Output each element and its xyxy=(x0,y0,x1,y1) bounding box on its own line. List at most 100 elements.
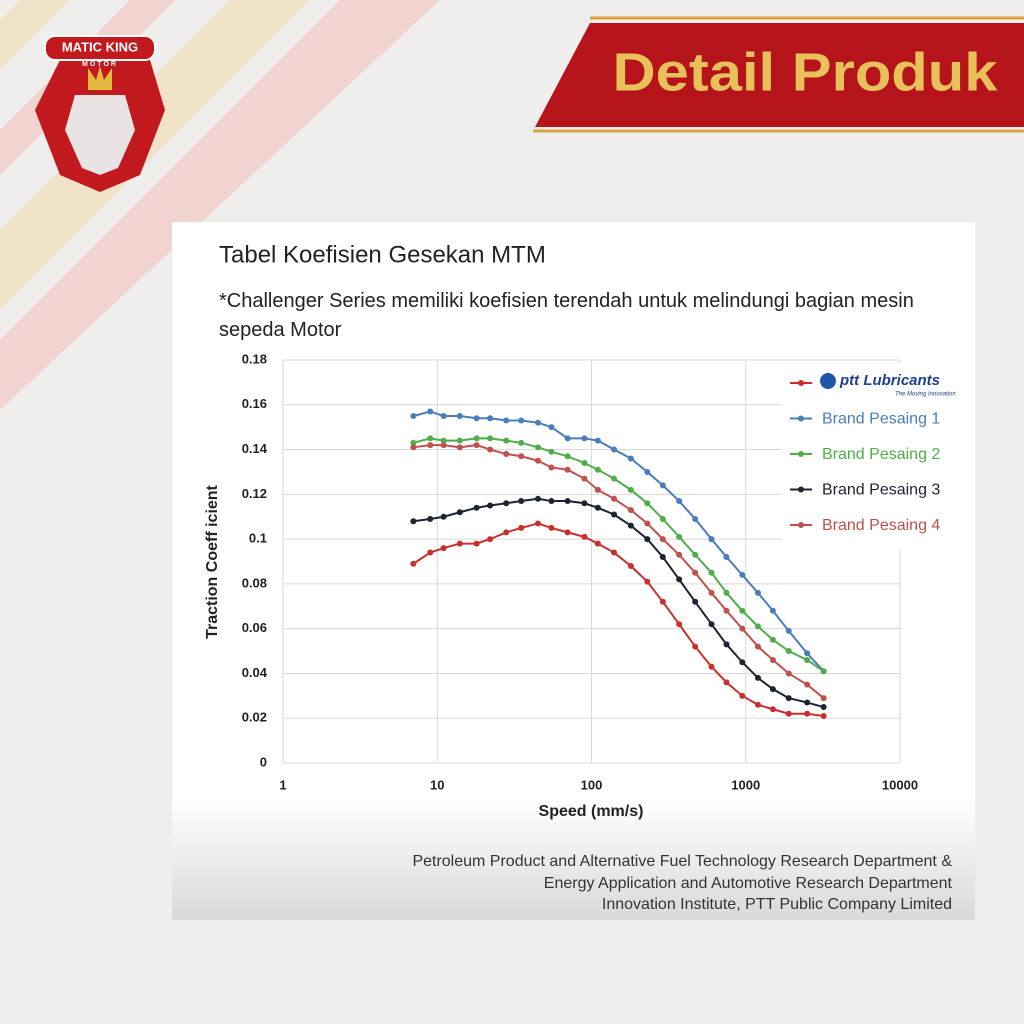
point xyxy=(692,569,699,576)
point xyxy=(427,435,434,442)
point xyxy=(644,500,651,507)
legend-logo xyxy=(820,373,836,389)
point xyxy=(708,589,715,596)
point xyxy=(456,437,463,444)
point xyxy=(804,657,811,664)
point xyxy=(518,453,525,460)
point xyxy=(581,475,588,482)
point xyxy=(659,598,666,605)
x-tick-label: 10000 xyxy=(882,777,918,792)
point xyxy=(692,643,699,650)
point xyxy=(473,540,480,547)
legend-label: Brand Pesaing 4 xyxy=(822,517,940,534)
point xyxy=(785,695,792,702)
point xyxy=(692,515,699,522)
point xyxy=(739,625,746,632)
point xyxy=(769,657,776,664)
point xyxy=(487,446,494,453)
point xyxy=(487,536,494,543)
legend-swatch-dot xyxy=(798,415,804,422)
point xyxy=(644,536,651,543)
x-tick-label: 100 xyxy=(581,777,603,792)
point xyxy=(564,498,571,505)
point xyxy=(739,571,746,578)
logo-banner xyxy=(44,35,156,61)
point xyxy=(535,520,542,527)
point xyxy=(410,412,417,419)
x-tick-label: 1 xyxy=(279,777,286,792)
y-tick-label: 0.04 xyxy=(242,665,268,680)
point xyxy=(676,498,683,505)
stripe xyxy=(0,0,70,70)
point xyxy=(440,412,447,419)
y-tick-label: 0.02 xyxy=(242,710,267,725)
point xyxy=(820,704,827,711)
legend-box xyxy=(782,363,964,549)
point xyxy=(785,670,792,677)
point xyxy=(503,437,510,444)
point xyxy=(456,444,463,451)
point xyxy=(692,551,699,558)
logo: MATIC KING MOTOR xyxy=(35,35,165,192)
legend-swatch-dot xyxy=(798,451,804,457)
point xyxy=(692,598,699,605)
point xyxy=(503,500,510,507)
point xyxy=(535,444,542,451)
point xyxy=(594,466,601,473)
point xyxy=(708,569,715,576)
point xyxy=(427,549,434,556)
point xyxy=(473,435,480,442)
point xyxy=(804,699,811,706)
point xyxy=(820,695,827,702)
legend-label: Brand Pesaing 1 xyxy=(822,411,940,428)
point xyxy=(611,475,618,482)
point xyxy=(659,515,666,522)
point xyxy=(804,681,811,688)
point xyxy=(627,455,634,462)
point xyxy=(708,663,715,670)
point xyxy=(548,464,555,471)
chart-title: Tabel Koefisien Gesekan MTM xyxy=(219,241,546,268)
y-tick-label: 0.12 xyxy=(242,486,267,501)
footer-line: Energy Application and Automotive Resear… xyxy=(544,875,953,892)
point xyxy=(564,466,571,473)
point xyxy=(581,533,588,540)
point xyxy=(611,446,618,453)
point xyxy=(723,589,730,596)
point xyxy=(518,498,525,505)
y-tick-label: 0.18 xyxy=(242,351,267,366)
point xyxy=(676,576,683,583)
point xyxy=(785,710,792,717)
point xyxy=(769,706,776,713)
point xyxy=(518,417,525,424)
point xyxy=(820,668,827,675)
point xyxy=(769,636,776,643)
point xyxy=(754,589,761,596)
footer-line: Petroleum Product and Alternative Fuel T… xyxy=(412,853,952,870)
point xyxy=(581,500,588,507)
logo-scooter xyxy=(65,95,135,175)
point xyxy=(754,674,761,681)
banner xyxy=(535,23,1024,127)
y-tick-label: 0.06 xyxy=(242,620,267,635)
point xyxy=(410,444,417,451)
point xyxy=(611,511,618,518)
point xyxy=(518,524,525,531)
point xyxy=(644,468,651,475)
point xyxy=(659,482,666,489)
point xyxy=(804,650,811,657)
point xyxy=(611,495,618,502)
point xyxy=(739,607,746,614)
stripe xyxy=(0,0,440,410)
point xyxy=(627,522,634,529)
point xyxy=(627,562,634,569)
point xyxy=(487,435,494,442)
point xyxy=(804,710,811,717)
point xyxy=(456,509,463,516)
chart-subtitle: *Challenger Series memiliki koefisien te… xyxy=(219,290,914,341)
point xyxy=(548,448,555,455)
point xyxy=(754,701,761,708)
point xyxy=(659,554,666,561)
point xyxy=(594,437,601,444)
